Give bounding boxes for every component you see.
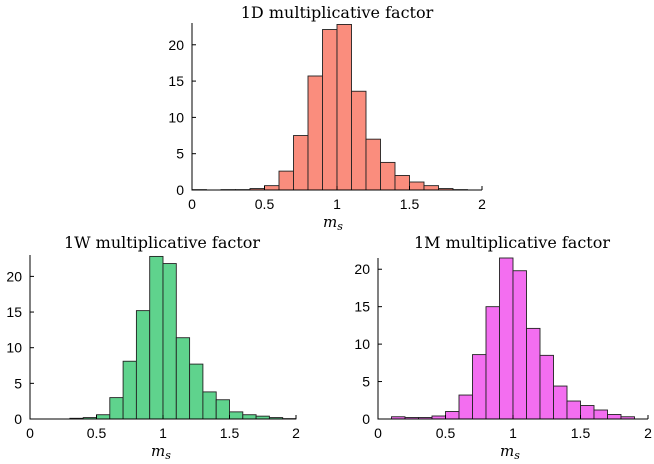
panel-1d-bar	[293, 135, 309, 191]
panel-1w-bar	[175, 337, 191, 420]
panel-1w-bar	[242, 414, 257, 420]
panel-1m-x-tick-label: 1.5	[571, 425, 591, 441]
panel-1d-bar	[365, 138, 381, 191]
panel-1w-y-tick-label: 0	[14, 411, 22, 427]
panel-1w-y-tick-label: 5	[14, 375, 22, 391]
panel-1m-x-tick-label: 1	[509, 425, 517, 441]
panel-1w-y-tick-label: 20	[6, 268, 22, 284]
panel-1w-bar	[162, 263, 177, 420]
panel-1m-bars	[391, 257, 635, 420]
panel-1d-bar	[394, 175, 410, 191]
panel-1m-bar	[445, 411, 460, 420]
panel-1m-bar	[458, 394, 473, 420]
panel-1w-x-tick-label: 2	[292, 425, 300, 441]
panel-1d-y-tick-label: 20	[168, 37, 184, 53]
panel-1m-bar	[499, 257, 514, 420]
panel-1d-bar	[336, 24, 352, 191]
panel-1m-y-tick-label: 20	[354, 261, 370, 277]
panel-1m-bar	[539, 354, 554, 420]
panel-1d: 1D multiplicative factor 0 5 10 15 20 0 0.5 1 1…	[168, 3, 486, 233]
panel-1m-title: 1M multiplicative factor	[414, 233, 610, 252]
panel-1w-title: 1W multiplicative factor	[64, 233, 260, 252]
panel-1w-xlabel: ms	[151, 442, 171, 462]
panel-1d-y-ticks: 0 5 10 15 20	[168, 37, 196, 198]
panel-1m-bar	[553, 385, 568, 420]
panel-1m-y-tick-label: 5	[362, 374, 370, 390]
panel-1w-bars	[69, 255, 297, 420]
panel-1d-y-tick-label: 0	[176, 182, 184, 198]
panel-1m-xlabel: ms	[500, 442, 520, 462]
panel-1d-y-tick-label: 5	[176, 146, 184, 162]
panel-1m-x-tick-label: 2	[644, 425, 652, 441]
panel-1w-bar	[135, 310, 151, 420]
panel-1m-y-ticks: 0 5 10 15 20	[354, 261, 382, 427]
panel-1d-title: 1D multiplicative factor	[241, 3, 434, 22]
panel-1m-bar	[607, 414, 622, 420]
panel-1w-bar	[96, 414, 111, 420]
panel-1d-xlabel: ms	[323, 213, 343, 233]
panel-1w-x-tick-label: 0.5	[87, 425, 107, 441]
panel-1d-bar	[322, 29, 338, 191]
panel-1m-bar	[566, 400, 581, 420]
panel-1m-bar	[512, 270, 527, 420]
panel-1m-x-ticks: 0 0.5 1 1.5 2	[374, 415, 652, 441]
panel-1d-x-tick-label: 0.5	[255, 196, 275, 212]
panel-1w-bar	[149, 255, 164, 420]
panel-1m-y-tick-label: 15	[354, 299, 370, 315]
panel-1w-bar	[215, 399, 230, 420]
panel-1w-y-tick-label: 10	[6, 340, 22, 356]
panel-1m-bar	[593, 409, 608, 420]
panel-1d-x-tick-label: 1	[333, 196, 341, 212]
panel-1w-bar	[122, 360, 137, 420]
panel-1w-bar	[189, 363, 204, 420]
panel-1m-bar	[485, 306, 500, 420]
panel-1d-x-tick-label: 1.5	[400, 196, 420, 212]
panel-1w-bar	[202, 391, 217, 420]
panel-1d-x-ticks: 0 0.5 1 1.5 2	[188, 186, 486, 212]
panel-1d-y-tick-label: 10	[168, 109, 184, 125]
panel-1m-x-tick-label: 0.5	[436, 425, 456, 441]
panel-1m-y-tick-label: 10	[354, 336, 370, 352]
panel-1w-y-ticks: 0 5 10 15 20	[6, 268, 34, 427]
panel-1w-bar	[229, 411, 244, 420]
panel-1m-x-tick-label: 0	[374, 425, 382, 441]
panel-1w-x-tick-label: 0	[26, 425, 34, 441]
panel-1w-bar	[109, 397, 124, 420]
panel-1d-x-tick-label: 2	[478, 196, 486, 212]
panel-1d-bar	[351, 90, 367, 191]
panel-1d-bar	[409, 181, 425, 191]
panel-1w-x-tick-label: 1	[159, 425, 167, 441]
panel-1d-x-tick-label: 0	[188, 196, 196, 212]
panel-1w-x-tick-label: 1.5	[220, 425, 240, 441]
panel-1m-bar	[526, 327, 541, 420]
panel-1w-x-ticks: 0 0.5 1 1.5 2	[26, 415, 300, 441]
panel-1w: 1W multiplicative factor 0 5 10 15 20 0 0.5 1 1…	[6, 233, 300, 462]
panel-1d-bar	[380, 161, 396, 191]
panel-1d-y-tick-label: 15	[168, 73, 184, 89]
panel-1m-bar	[580, 405, 595, 420]
panel-1d-bars	[191, 24, 468, 191]
panel-1m: 1M multiplicative factor 0 5 10 15 20 0 0.5 1 1…	[354, 233, 652, 462]
panel-1d-bar	[423, 185, 439, 191]
panel-1m-bar	[472, 354, 487, 420]
panel-1w-y-tick-label: 15	[6, 304, 22, 320]
panel-1d-bar	[264, 185, 280, 191]
panel-1m-y-tick-label: 0	[362, 411, 370, 427]
panel-1d-bar	[278, 170, 294, 191]
panel-1d-bar	[307, 75, 323, 191]
